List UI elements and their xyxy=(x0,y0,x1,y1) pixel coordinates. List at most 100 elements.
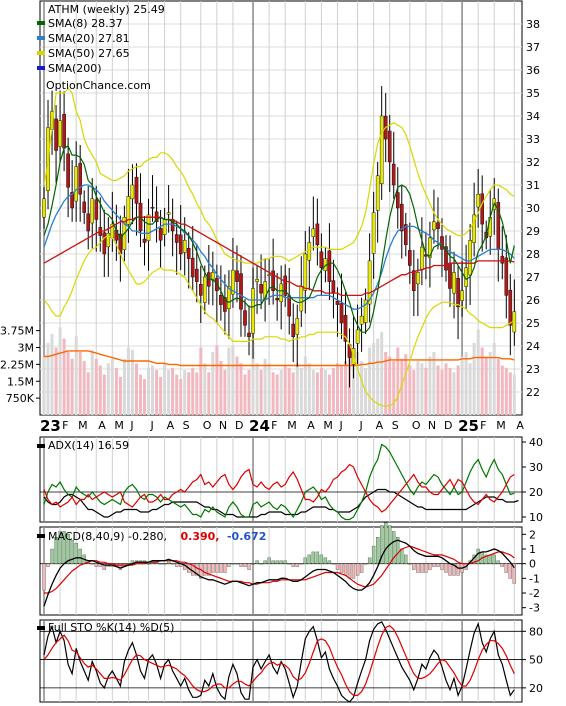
volume-bar xyxy=(114,367,118,416)
volume-bar xyxy=(143,379,146,415)
macd-histogram-bar xyxy=(396,537,400,564)
macd-signal-line xyxy=(44,545,515,594)
price-y-tick-2: 24 xyxy=(526,340,540,353)
candle-body xyxy=(58,120,62,147)
macd-histogram-bar xyxy=(339,563,344,573)
macd-histogram-bar xyxy=(175,563,179,567)
adx-marks xyxy=(43,443,519,521)
bollinger-upper-line xyxy=(43,87,515,264)
macd-y-tick-1: -2 xyxy=(529,587,540,600)
macd-histogram-bar xyxy=(367,557,372,564)
x-label-19: A xyxy=(376,419,384,432)
volume-average-line xyxy=(44,350,515,367)
volume-bar xyxy=(86,372,90,416)
candle-body xyxy=(186,247,191,259)
volume-bar xyxy=(356,352,360,415)
candle-body xyxy=(476,193,481,208)
x-label-1: F xyxy=(62,419,68,432)
candle-body xyxy=(359,315,364,325)
macd-histogram-bar xyxy=(279,560,283,564)
macd-y-tick-3: 0 xyxy=(529,558,536,571)
candle-body xyxy=(428,237,432,258)
volume-bar xyxy=(163,363,167,416)
macd-histogram-bar xyxy=(371,545,376,564)
volume-bar xyxy=(464,352,468,415)
volume-bar xyxy=(130,349,134,416)
volume-bar xyxy=(151,365,154,415)
candle-body xyxy=(174,234,179,243)
candle-body xyxy=(412,270,416,292)
volume-bar xyxy=(396,347,400,415)
candle-body xyxy=(363,299,368,323)
candle-body xyxy=(247,332,251,337)
volume-bar xyxy=(307,363,311,416)
price-y-tick-0: 22 xyxy=(526,386,540,399)
candle-body xyxy=(299,286,304,312)
volume-bar xyxy=(219,361,223,415)
legend-sma50: SMA(50) 27.65 xyxy=(48,47,130,60)
volume-bar xyxy=(444,363,448,416)
stoch_k-line xyxy=(43,621,515,703)
candle-body xyxy=(126,196,131,225)
volume-bar xyxy=(195,372,199,416)
macd-histogram-bar xyxy=(500,563,504,567)
volume-bar xyxy=(155,370,159,415)
macd-histogram-bar xyxy=(359,563,364,573)
macd-histogram-bar xyxy=(291,563,295,567)
volume-bar xyxy=(428,356,432,415)
sma50-line xyxy=(43,216,515,297)
macd-histogram-bar xyxy=(311,551,315,564)
volume-bar xyxy=(78,352,82,415)
volume-bar xyxy=(90,349,94,416)
volume-bar xyxy=(376,338,380,415)
volume-bar xyxy=(508,372,512,416)
volume-bar xyxy=(267,363,271,416)
volume-bar xyxy=(203,363,207,416)
price-legend: ATHM (weekly) 25.49 SMA(8) 28.37 SMA(20)… xyxy=(37,3,165,92)
volume-bar xyxy=(235,356,239,415)
candle-body xyxy=(440,236,444,250)
volume-bar xyxy=(126,347,130,415)
macd-histogram-bar xyxy=(424,563,428,573)
macd-histogram-bar xyxy=(215,563,219,573)
macd-histogram-bar xyxy=(456,563,460,576)
volume-bar xyxy=(239,363,243,416)
volume-bar xyxy=(468,363,472,416)
price-y-tick-16: 38 xyxy=(526,18,540,31)
volume-bar xyxy=(215,345,219,416)
volume-bar xyxy=(512,374,516,415)
macd-histogram-bar xyxy=(58,531,62,564)
candle-body xyxy=(227,286,231,310)
macd-histogram-bar xyxy=(275,560,279,564)
price-y-tick-15: 37 xyxy=(526,41,540,54)
volume-bar xyxy=(247,370,251,415)
volume-bar xyxy=(54,347,58,415)
macd-histogram-bar xyxy=(448,563,452,576)
volume-bar xyxy=(424,367,428,416)
macd-histogram-bar xyxy=(492,554,496,564)
macd-histogram-bar xyxy=(436,563,440,567)
volume-bar xyxy=(500,365,504,415)
price-y-tick-7: 29 xyxy=(526,225,540,238)
legend-swatch-adx xyxy=(37,444,45,448)
watermark: OptionChance.com xyxy=(46,79,151,92)
volume-bar xyxy=(336,363,339,416)
candle-body xyxy=(190,257,195,278)
price-y-tick-9: 31 xyxy=(526,179,540,192)
x-label-15: A xyxy=(307,419,315,432)
candle-body xyxy=(375,175,380,211)
volume-bar xyxy=(352,363,355,416)
volume-bar xyxy=(58,327,62,416)
macd-y-tick-2: -1 xyxy=(529,572,540,585)
candle-body xyxy=(404,224,408,245)
volume-bar xyxy=(476,329,480,415)
volume-bar xyxy=(70,358,74,416)
macd-histogram-bar xyxy=(384,522,388,564)
candle-body xyxy=(303,253,308,291)
candle-body xyxy=(480,193,485,225)
sto-yticks-tick-1: 50 xyxy=(529,654,543,667)
candle-body xyxy=(78,163,82,195)
price-y-tick-14: 36 xyxy=(526,64,540,77)
x-label-7: A xyxy=(167,419,175,432)
macd-histogram-bar xyxy=(444,563,448,573)
